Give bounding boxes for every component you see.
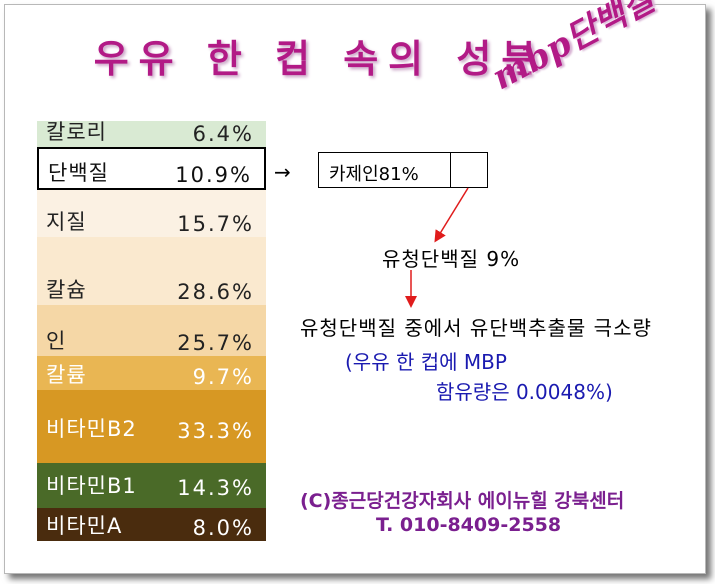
mbp-content-line1: (우유 한 컵에 MBP [345, 350, 507, 374]
component-percent: 6.4% [192, 122, 254, 146]
component-percent: 14.3% [177, 476, 254, 500]
component-row-protein: 단백질 10.9% [37, 147, 266, 190]
component-percent: 33.3% [177, 419, 254, 443]
component-row-phosphorus: 인 25.7% [37, 305, 266, 356]
casein-box: 카제인81% [318, 152, 488, 188]
component-name: 칼슘 [46, 278, 87, 302]
component-percent: 15.7% [177, 212, 254, 236]
component-percent: 8.0% [192, 516, 254, 540]
whey-protein-text: 유청단백질 9% [382, 247, 521, 271]
arrow-right-icon: → [274, 160, 291, 184]
mbp-content-line2: 함유량은 0.0048%) [436, 380, 613, 404]
component-name: 칼륨 [46, 363, 87, 387]
component-name: 인 [46, 329, 67, 353]
slide-title: 우유 한 컵 속의 성분 [93, 37, 547, 81]
component-row-vitamin-b1: 비타민B1 14.3% [37, 463, 266, 508]
component-percent: 28.6% [177, 280, 254, 304]
component-row-vitamin-b2: 비타민B2 33.3% [37, 390, 266, 463]
whey-note-text: 유청단백질 중에서 유단백추출물 극소량 [300, 316, 652, 340]
component-name: 비타민B2 [46, 417, 137, 441]
casein-label: 카제인81% [329, 164, 419, 185]
credit-phone: T. 010-8409-2558 [376, 514, 562, 536]
component-percent: 25.7% [177, 331, 254, 355]
credit-company: (C)종근당건강자회사 에이뉴힐 강북센터 [300, 490, 625, 512]
component-percent: 10.9% [175, 163, 252, 187]
component-name: 비타민B1 [46, 474, 137, 498]
component-name: 지질 [46, 210, 87, 234]
component-row-calcium: 칼슘 28.6% [37, 237, 266, 305]
component-row-calorie: 칼로리 6.4% [37, 120, 266, 147]
component-name: 단백질 [48, 161, 109, 185]
component-percent: 9.7% [192, 365, 254, 389]
casein-box-divider [450, 153, 451, 187]
component-table: 칼로리 6.4% 단백질 10.9% 지질 15.7% 칼슘 28.6% 인 2… [37, 120, 266, 541]
component-row-potassium: 칼륨 9.7% [37, 356, 266, 390]
component-name: 비타민A [46, 514, 123, 538]
component-row-fat: 지질 15.7% [37, 190, 266, 237]
component-row-vitamin-a: 비타민A 8.0% [37, 508, 266, 541]
component-name: 칼로리 [46, 120, 107, 144]
